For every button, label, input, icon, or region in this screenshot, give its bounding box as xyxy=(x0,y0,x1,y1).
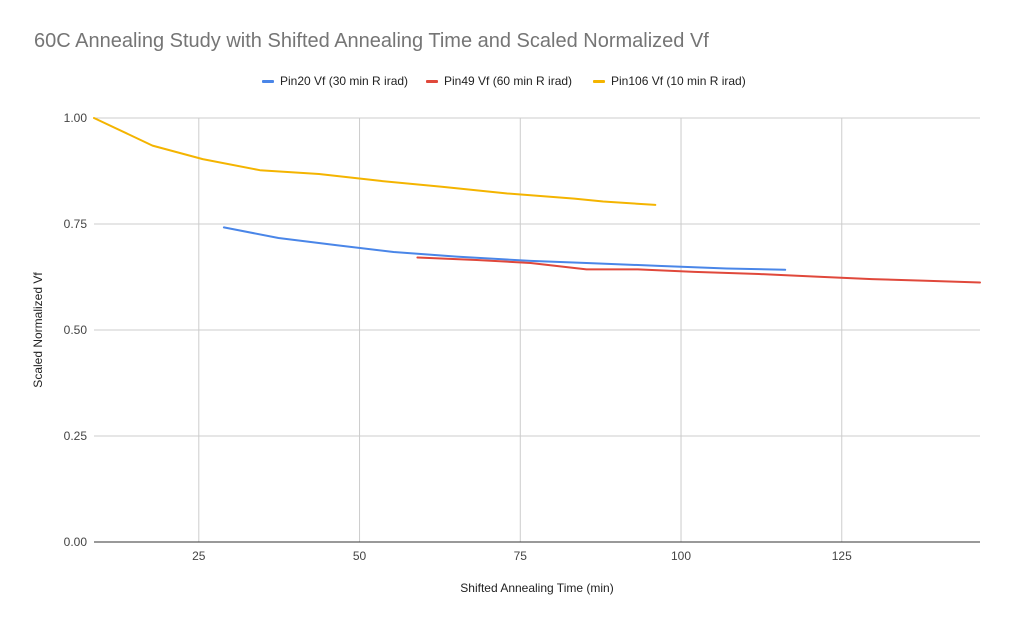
gridlines xyxy=(94,117,980,542)
legend-label-pin20: Pin20 Vf (30 min R irad) xyxy=(280,74,409,88)
legend-swatch-pin49 xyxy=(426,79,438,83)
tick-labels: 0.00 0.25 0.50 0.75 1.00 25 50 75 100 125 xyxy=(64,111,852,563)
legend-label-pin106: Pin106 Vf (10 min R irad) xyxy=(611,74,746,88)
y-tick-label: 0.75 xyxy=(64,217,88,231)
legend: Pin20 Vf (30 min R irad) Pin49 Vf (60 mi… xyxy=(0,74,1012,92)
legend-swatch-pin20 xyxy=(262,79,274,83)
y-tick-label: 1.00 xyxy=(64,111,88,125)
legend-item-pin20[interactable]: Pin20 Vf (30 min R irad) xyxy=(262,74,408,88)
series-line-2[interactable] xyxy=(93,117,657,206)
y-axis-title: Scaled Normalized Vf xyxy=(31,272,45,388)
x-tick-label: 75 xyxy=(514,549,528,563)
series-lines xyxy=(93,117,981,284)
x-tick-label: 50 xyxy=(353,549,367,563)
legend-item-pin106[interactable]: Pin106 Vf (10 min R irad) xyxy=(593,74,746,88)
y-tick-label: 0.00 xyxy=(64,535,88,549)
series-line-1[interactable] xyxy=(416,256,981,284)
legend-swatch-pin106 xyxy=(593,79,605,83)
x-tick-label: 125 xyxy=(832,549,852,563)
y-tick-label: 0.25 xyxy=(64,429,88,443)
chart-title: 60C Annealing Study with Shifted Anneali… xyxy=(34,30,709,52)
x-tick-label: 100 xyxy=(671,549,691,563)
x-tick-label: 25 xyxy=(192,549,206,563)
y-tick-label: 0.50 xyxy=(64,323,88,337)
legend-label-pin49: Pin49 Vf (60 min R irad) xyxy=(444,74,573,88)
x-axis-title: Shifted Annealing Time (min) xyxy=(460,581,613,595)
legend-item-pin49[interactable]: Pin49 Vf (60 min R irad) xyxy=(426,74,572,88)
series-line-0[interactable] xyxy=(222,226,787,271)
